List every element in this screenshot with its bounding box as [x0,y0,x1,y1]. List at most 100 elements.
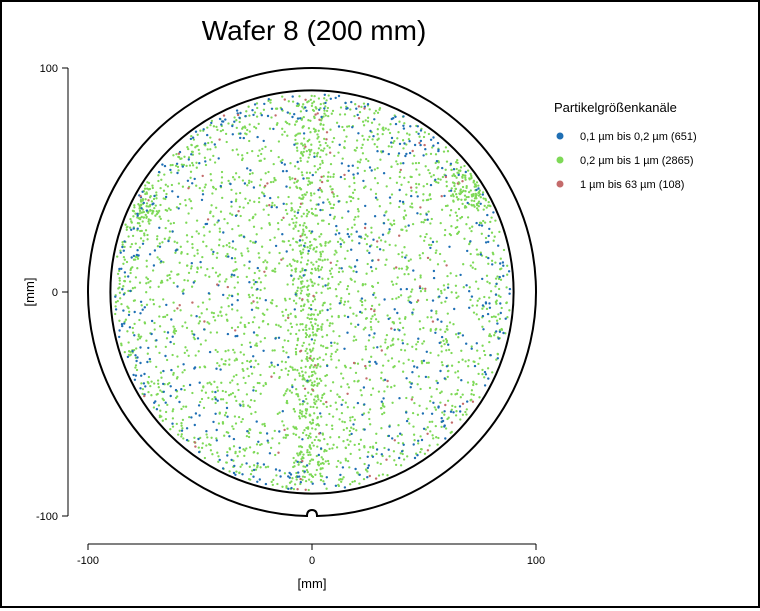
particle-point [152,298,155,302]
particle-point [232,427,235,431]
particle-point [325,109,329,113]
particle-point [302,248,305,251]
particle-point [281,133,284,136]
particle-point [150,394,153,397]
particle-point [123,320,126,323]
particle-point [428,386,432,390]
particle-point [327,462,330,465]
particle-point [291,248,294,251]
particle-point [347,235,351,238]
particle-point [342,476,345,479]
particle-point [163,173,166,176]
particle-point [227,394,231,397]
particle-point [248,123,251,126]
particle-point [394,115,397,119]
particle-point [305,328,308,332]
particle-point [251,216,254,220]
particle-point [387,434,391,438]
particle-point [328,412,331,416]
particle-point [277,228,280,231]
particle-point [218,117,222,121]
particle-point [275,304,278,308]
particle-point [285,185,288,188]
legend-title: Partikelgrößenkanäle [554,100,677,115]
particle-point [237,415,241,419]
particle-point [264,466,268,469]
particle-point [234,248,237,251]
particle-point [472,194,475,197]
particle-point [299,110,303,113]
particle-point [359,299,362,302]
particle-point [164,195,168,199]
particle-point [393,365,396,368]
particle-point [356,471,359,474]
particle-point [410,202,414,205]
particle-point [317,147,321,150]
particle-point [155,408,159,411]
particle-point [205,444,208,447]
particle-point [364,367,368,370]
particle-point [193,337,196,341]
particle-point [241,417,244,421]
particle-point [383,214,386,217]
particle-point [291,283,295,286]
particle-point [240,463,244,466]
particle-point [220,381,223,384]
particle-point [448,189,451,193]
particle-point [309,199,312,202]
particle-point [193,441,197,444]
particle-point [255,333,258,337]
particle-point [257,154,260,158]
particle-point [302,230,305,233]
particle-point [284,308,288,311]
particle-point [268,365,271,369]
particle-point [298,403,302,406]
particle-point [288,123,291,126]
particle-point [274,337,277,340]
particle-point [146,181,149,184]
particle-point [270,375,273,378]
particle-point [191,182,194,185]
particle-point [286,283,289,286]
particle-point [175,377,179,380]
particle-point [310,308,313,311]
particle-point [305,355,309,359]
particle-point [353,380,356,383]
particle-point [204,160,207,163]
particle-point [444,175,448,179]
particle-point [172,281,175,285]
particle-point [305,412,308,415]
particle-point [311,427,314,430]
particle-point [373,309,376,313]
particle-point [213,319,217,322]
particle-point [323,482,326,486]
particle-point [460,215,464,219]
particle-point [259,392,262,395]
particle-point [325,131,329,134]
particle-point [360,300,364,304]
particle-point [300,282,303,285]
particle-point [224,350,227,353]
particle-point [308,306,311,310]
particle-point [179,157,182,161]
particle-point [469,189,472,192]
particle-point [306,402,309,405]
particle-point [220,314,223,317]
particle-point [378,205,381,208]
particle-point [215,206,218,209]
particle-point [368,364,371,367]
particle-point [350,432,353,436]
particle-point [369,129,372,133]
particle-point [424,165,427,168]
particle-point [220,123,223,126]
particle-point [380,349,383,352]
particle-point [197,322,200,325]
particle-point [239,214,242,218]
particle-point [238,471,241,474]
particle-point [235,470,238,473]
particle-point [248,130,251,133]
particle-point [153,194,156,198]
particle-point [323,97,326,100]
particle-point [314,318,318,321]
particle-point [234,473,237,476]
